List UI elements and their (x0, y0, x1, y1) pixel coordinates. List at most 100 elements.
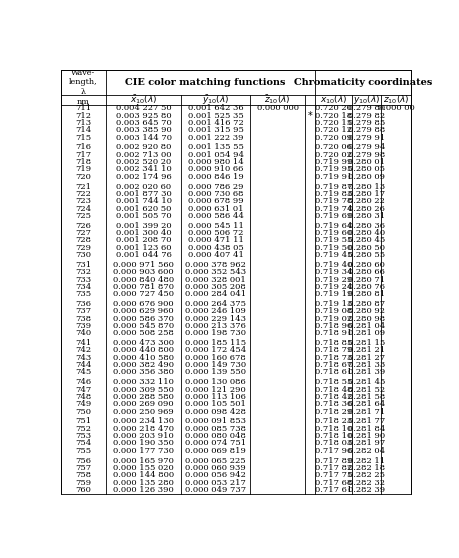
Text: 0.280 17: 0.280 17 (347, 190, 385, 198)
Text: 0.000 727 450: 0.000 727 450 (113, 290, 174, 298)
Text: 0.718 36: 0.718 36 (314, 400, 351, 408)
Text: 0.720 20: 0.720 20 (314, 104, 351, 112)
Text: 737: 737 (75, 307, 91, 315)
Text: 729: 729 (75, 244, 91, 252)
Text: 0.718 29: 0.718 29 (314, 407, 351, 416)
Text: Chromaticity coordinates: Chromaticity coordinates (293, 78, 431, 87)
Text: 0.717 68: 0.717 68 (314, 479, 351, 487)
Text: 0.280 13: 0.280 13 (347, 182, 385, 191)
Text: 0.004 227 50: 0.004 227 50 (116, 104, 171, 112)
Text: $\bar{z}_{10}(\lambda)$: $\bar{z}_{10}(\lambda)$ (263, 93, 290, 106)
Text: 0.000 160 678: 0.000 160 678 (185, 354, 246, 362)
Text: 0.281 64: 0.281 64 (347, 400, 385, 408)
Text: 747: 747 (75, 386, 91, 393)
Text: 0.000 473 300: 0.000 473 300 (113, 339, 174, 347)
Text: 0.717 89: 0.717 89 (314, 456, 351, 465)
Text: 0.000 305 208: 0.000 305 208 (185, 283, 246, 291)
Text: 744: 744 (75, 361, 91, 369)
Text: 0.720 15: 0.720 15 (314, 119, 351, 127)
Text: 0.718 91: 0.718 91 (314, 329, 351, 338)
Text: Wave-
length,
λ
nm: Wave- length, λ nm (69, 69, 98, 106)
Text: $\bar{y}_{10}(\lambda)$: $\bar{y}_{10}(\lambda)$ (202, 93, 229, 106)
Text: 0.000 105 501: 0.000 105 501 (185, 400, 246, 408)
Text: 0.719 24: 0.719 24 (314, 283, 351, 291)
Text: 0.000 545 870: 0.000 545 870 (113, 322, 174, 330)
Text: 0.279 85: 0.279 85 (347, 119, 385, 127)
Text: 0.000 049 737: 0.000 049 737 (185, 486, 246, 494)
Text: 0.718 48: 0.718 48 (314, 386, 352, 393)
Text: 0.719 45: 0.719 45 (314, 251, 352, 259)
Text: 756: 756 (75, 456, 91, 465)
Text: 0.280 05: 0.280 05 (347, 166, 384, 174)
Text: 0.000 056 942: 0.000 056 942 (185, 471, 246, 479)
Text: 722: 722 (75, 190, 91, 198)
Text: 0.279 91: 0.279 91 (347, 134, 385, 142)
Text: 0.000 508 258: 0.000 508 258 (113, 329, 174, 338)
Text: 0.000 234 130: 0.000 234 130 (113, 417, 174, 425)
Text: 0.281 09: 0.281 09 (347, 329, 385, 338)
Text: 0.000 069 819: 0.000 069 819 (185, 447, 246, 455)
Text: 0.000 382 490: 0.000 382 490 (113, 361, 174, 369)
Text: 0.000 332 110: 0.000 332 110 (113, 378, 174, 386)
Text: 0.000 378 962: 0.000 378 962 (185, 261, 246, 269)
Text: 0.719 29: 0.719 29 (314, 276, 351, 283)
Text: 0.000 781 870: 0.000 781 870 (113, 283, 174, 291)
Text: 759: 759 (75, 479, 91, 487)
Text: 0.001 642 36: 0.001 642 36 (187, 104, 243, 112)
Text: 0.000 545 11: 0.000 545 11 (187, 222, 243, 230)
Text: 0.718 42: 0.718 42 (314, 393, 351, 401)
Text: 0.279 80: 0.279 80 (347, 104, 385, 112)
Text: 0.000 440 800: 0.000 440 800 (113, 347, 174, 354)
Text: 0.000 074 751: 0.000 074 751 (185, 439, 246, 448)
Text: 0.279 82: 0.279 82 (347, 112, 385, 119)
Text: 732: 732 (75, 268, 91, 276)
Text: 0.001 416 72: 0.001 416 72 (187, 119, 243, 127)
Text: 0.719 83: 0.719 83 (314, 190, 351, 198)
Text: 0.719 60: 0.719 60 (314, 229, 351, 237)
Text: 0.002 341 10: 0.002 341 10 (115, 166, 171, 174)
Text: 0.001 135 55: 0.001 135 55 (187, 143, 243, 151)
Text: 0.003 925 80: 0.003 925 80 (116, 112, 171, 119)
Text: 0.001 399 20: 0.001 399 20 (116, 222, 171, 230)
Text: 0.280 40: 0.280 40 (347, 229, 385, 237)
Text: 0.000 971 560: 0.000 971 560 (113, 261, 174, 269)
Text: 745: 745 (75, 368, 91, 377)
Text: 0.000 269 090: 0.000 269 090 (113, 400, 174, 408)
Text: 0.281 27: 0.281 27 (347, 354, 385, 362)
Text: 0.000 126 390: 0.000 126 390 (113, 486, 174, 494)
Text: 760: 760 (75, 486, 91, 494)
Text: 0.000 190 350: 0.000 190 350 (113, 439, 174, 448)
Text: 0.000 250 969: 0.000 250 969 (113, 407, 174, 416)
Text: 752: 752 (75, 425, 91, 433)
Text: 0.281 84: 0.281 84 (347, 425, 385, 433)
Text: 0.000 198 730: 0.000 198 730 (185, 329, 246, 338)
Text: 0.000 840 480: 0.000 840 480 (113, 276, 174, 283)
Text: 0.002 174 96: 0.002 174 96 (115, 173, 171, 181)
Text: 0.001 505 70: 0.001 505 70 (116, 212, 171, 220)
Text: 0.000 410 580: 0.000 410 580 (113, 354, 174, 362)
Text: 0.000 506 72: 0.000 506 72 (188, 229, 243, 237)
Text: 0.280 55: 0.280 55 (347, 251, 385, 259)
Text: 0.718 85: 0.718 85 (314, 339, 351, 347)
Text: $\bar{x}_{10}(\lambda)$: $\bar{x}_{10}(\lambda)$ (129, 93, 157, 106)
Text: 0.280 50: 0.280 50 (347, 244, 384, 252)
Text: 0.000 352 543: 0.000 352 543 (185, 268, 246, 276)
Text: 0.001 300 40: 0.001 300 40 (116, 229, 171, 237)
Text: 749: 749 (75, 400, 91, 408)
Text: 0.000 586 370: 0.000 586 370 (113, 315, 174, 323)
Text: 0.718 79: 0.718 79 (314, 347, 351, 354)
Text: 0.000 586 44: 0.000 586 44 (187, 212, 243, 220)
Text: $z_{10}(\lambda)$: $z_{10}(\lambda)$ (382, 93, 409, 106)
Text: 0.001 054 94: 0.001 054 94 (187, 151, 243, 159)
Text: 0.280 31: 0.280 31 (347, 212, 385, 220)
Text: 0.719 34: 0.719 34 (314, 268, 352, 276)
Text: 0.720 02: 0.720 02 (314, 151, 351, 159)
Text: 748: 748 (75, 393, 91, 401)
Text: 0.719 64: 0.719 64 (314, 222, 351, 230)
Text: 0.000 407 41: 0.000 407 41 (187, 251, 243, 259)
Text: 721: 721 (75, 182, 91, 191)
Text: 725: 725 (75, 212, 91, 220)
Text: 0.000 098 428: 0.000 098 428 (185, 407, 246, 416)
Text: 0.001 620 50: 0.001 620 50 (116, 205, 171, 213)
Text: 733: 733 (75, 276, 91, 283)
